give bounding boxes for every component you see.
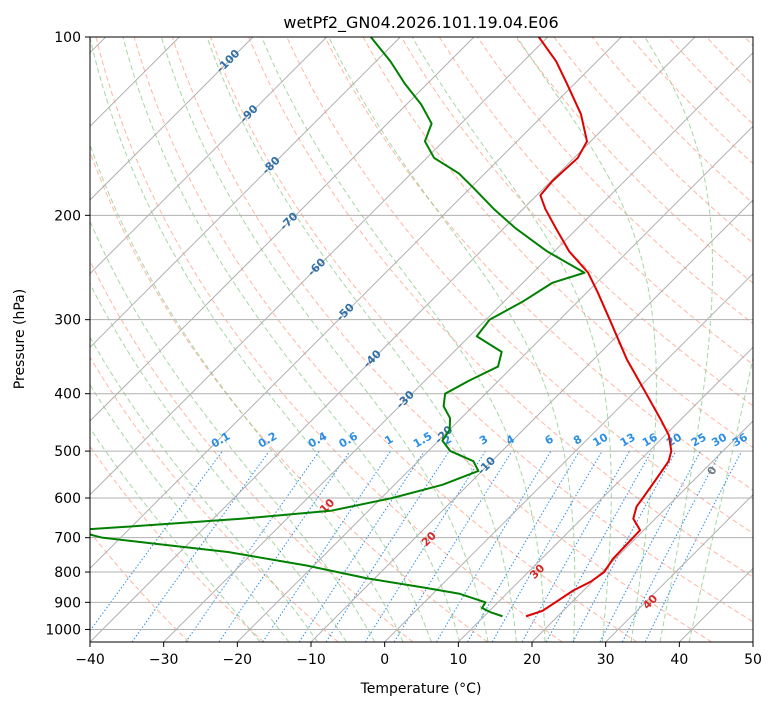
dry-adiabat-line <box>90 150 488 642</box>
moist-adiabat-line <box>644 37 714 642</box>
dry-adiabat-line <box>400 37 753 407</box>
mixing-ratio-line <box>521 450 630 642</box>
dry-adiabat-line <box>90 531 190 642</box>
y-tick-label: 500 <box>54 444 81 460</box>
mixing-ratio-line <box>90 450 223 632</box>
y-tick-label: 300 <box>54 313 81 329</box>
mixing-ratio-line <box>599 450 701 642</box>
x-tick-label: −40 <box>75 652 105 668</box>
isotherm-line <box>90 37 401 349</box>
chart-title: wetPf2_GN04.2026.101.19.04.E06 <box>283 13 558 33</box>
plot-frame <box>89 36 754 643</box>
moist-adiabat-line <box>90 336 319 642</box>
dry-adiabat-line <box>171 37 712 642</box>
dry-adiabat-line <box>90 356 339 642</box>
dewpoint-line <box>90 37 586 618</box>
moist-adiabat-line <box>90 282 347 642</box>
x-tick-label: 10 <box>449 652 467 668</box>
y-tick-label: 800 <box>54 565 81 581</box>
moist-adiabat-line <box>90 427 261 642</box>
y-tick-label: 600 <box>54 491 81 507</box>
dry-adiabat-line <box>90 445 264 642</box>
mixing-ratio-line <box>545 450 653 642</box>
mixing-ratio-line <box>364 450 486 642</box>
moist-adiabat-line <box>90 383 290 642</box>
mixing-ratio-line <box>262 450 392 642</box>
dry-adiabat-line <box>515 37 753 284</box>
dry-adiabat-line <box>324 37 753 491</box>
x-tick-label: 30 <box>597 652 615 668</box>
isotherm-line <box>163 51 753 642</box>
isotherm-line <box>90 37 328 275</box>
dry-adiabat-line <box>210 37 753 623</box>
isotherm-line <box>605 493 753 642</box>
x-axis-label: Temperature (°C) <box>360 681 482 697</box>
background-lines <box>90 37 753 642</box>
moist-adiabat-line <box>261 37 546 642</box>
isotherm-line <box>236 125 753 642</box>
y-tick-label: 100 <box>54 30 81 46</box>
isotherm-line <box>310 199 753 642</box>
x-tick-label: 40 <box>670 652 688 668</box>
y-tick-label: 700 <box>54 531 81 547</box>
moist-adiabat-line <box>90 143 404 642</box>
x-tick-label: −30 <box>149 652 179 668</box>
mixing-ratio-line <box>621 450 722 642</box>
mixing-ratio-line <box>298 450 425 642</box>
axes: −40 −30 −20 −10 0 10 20 30 40 50 1000 900 800 700 600 5… <box>45 30 762 668</box>
isotherm-line <box>90 37 549 496</box>
x-tick-label: 50 <box>744 652 762 668</box>
isotherm-line <box>90 37 475 422</box>
isotherm-line <box>90 37 622 570</box>
moist-adiabat-line <box>206 37 517 642</box>
x-tick-label: 0 <box>380 652 389 668</box>
isotherm-line <box>457 346 753 642</box>
isotherm-line <box>90 37 254 201</box>
mixing-ratio-line <box>131 450 270 642</box>
isotherm-line <box>531 420 753 642</box>
moist-adiabat-line <box>688 355 753 642</box>
temperature-line <box>525 37 673 618</box>
mixing-ratio-line <box>572 450 677 642</box>
moist-adiabat-line <box>90 37 432 642</box>
dry-adiabat-line <box>95 37 563 642</box>
y-tick-label: 200 <box>54 208 81 224</box>
y-tick-label: 400 <box>54 387 81 403</box>
moist-adiabat-line <box>90 220 376 642</box>
y-tick-label: 1000 <box>45 622 81 638</box>
moist-adiabat-line <box>122 37 461 642</box>
mixing-ratio-line <box>325 450 450 642</box>
dry-adiabat-line <box>248 37 753 578</box>
x-tick-label: −10 <box>296 652 326 668</box>
dry-adiabat-line <box>439 37 753 366</box>
x-tick-label: 20 <box>523 652 541 668</box>
mixing-ratio-line <box>185 450 320 642</box>
x-tick-label: −20 <box>223 652 253 668</box>
profile-series <box>90 37 673 618</box>
mixing-ratio-line <box>393 450 513 642</box>
dry-adiabat-line <box>133 37 638 642</box>
isotherm-line <box>384 272 753 642</box>
mixing-ratio-line <box>644 450 743 642</box>
isotherm-line <box>90 37 696 642</box>
moist-adiabat-line <box>411 37 612 642</box>
mixing-ratio-line <box>218 450 351 642</box>
y-axis-label: Pressure (hPa) <box>12 289 28 389</box>
mixing-ratio-line <box>435 450 552 642</box>
y-tick-label: 900 <box>54 595 81 611</box>
